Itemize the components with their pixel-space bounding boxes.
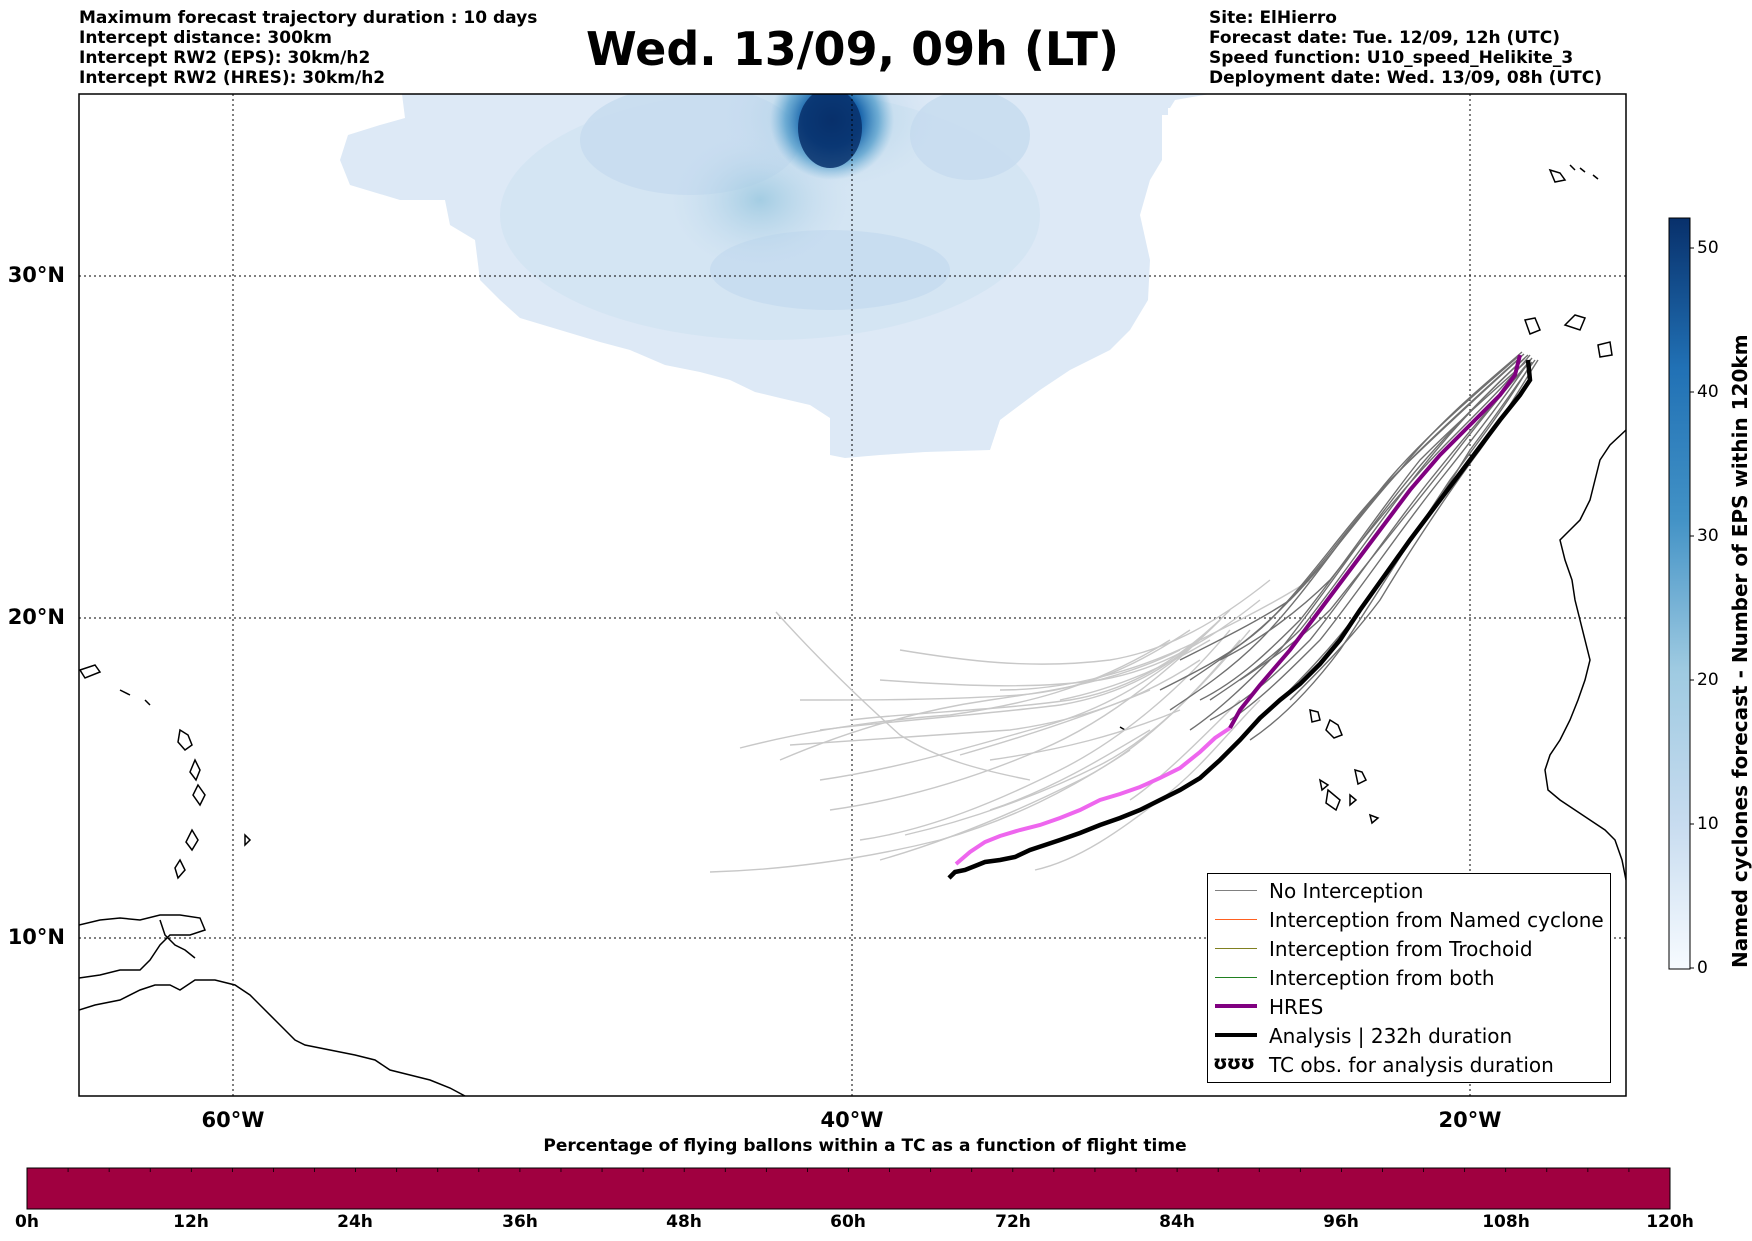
legend: No Interception Interception from Named …: [1207, 873, 1611, 1083]
param-max-duration: Maximum forecast trajectory duration : 1…: [79, 8, 538, 28]
time-label-12h: 12h: [173, 1212, 209, 1232]
speed-function: Speed function: U10_speed_Helikite_3: [1209, 48, 1574, 68]
colorbar: [1668, 217, 1694, 970]
time-label-24h: 24h: [337, 1212, 373, 1232]
legend-label: HRES: [1269, 995, 1324, 1019]
param-intercept-eps: Intercept RW2 (EPS): 30km/h2: [79, 48, 371, 68]
legend-label: Interception from Named cyclone: [1269, 908, 1604, 932]
legend-item-hres: HRES: [1208, 992, 1610, 1021]
time-label-72h: 72h: [995, 1212, 1031, 1232]
legend-item-trochoid: Interception from Trochoid: [1208, 934, 1610, 963]
deployment-date: Deployment date: Wed. 13/09, 08h (UTC): [1209, 68, 1603, 88]
time-label-120h: 120h: [1646, 1212, 1694, 1232]
legend-swatch: [1215, 1004, 1257, 1008]
time-label-48h: 48h: [666, 1212, 702, 1232]
colorbar-tick-30: 30: [1697, 526, 1719, 546]
lat-label-20n: 20°N: [7, 605, 65, 629]
time-bar-title: Percentage of flying ballons within a TC…: [543, 1136, 1187, 1156]
lon-label-20w: 20°W: [1438, 1108, 1502, 1132]
colorbar-tick-40: 40: [1697, 382, 1719, 402]
map-frame: [78, 93, 1627, 1097]
legend-item-tc-obs: ʊʊʊ TC obs. for analysis duration: [1208, 1050, 1610, 1079]
colorbar-tick-0: 0: [1697, 958, 1708, 978]
legend-label: Interception from Trochoid: [1269, 937, 1533, 961]
colorbar-tick-10: 10: [1697, 814, 1719, 834]
forecast-date: Forecast date: Tue. 12/09, 12h (UTC): [1209, 28, 1560, 48]
colorbar-tick-20: 20: [1697, 670, 1719, 690]
hres-trajectory-early: [954, 726, 1232, 866]
tc-symbol-icon: ʊʊʊ: [1213, 1052, 1255, 1074]
site-name: Site: ElHierro: [1209, 8, 1337, 28]
legend-item-no-interception: No Interception: [1208, 876, 1610, 905]
time-label-108h: 108h: [1482, 1212, 1530, 1232]
colorbar-tick-50: 50: [1697, 238, 1719, 258]
param-intercept-distance: Intercept distance: 300km: [79, 28, 332, 48]
site-info: Site: ElHierro Forecast date: Tue. 12/09…: [1209, 8, 1602, 88]
legend-label: Interception from both: [1269, 966, 1495, 990]
legend-label: Analysis | 232h duration: [1269, 1024, 1513, 1048]
hres-trajectory: [1228, 354, 1522, 729]
eps-trajectories-dark: [1159, 351, 1539, 741]
page-title: Wed. 13/09, 09h (LT): [586, 22, 1119, 76]
legend-item-both: Interception from both: [1208, 963, 1610, 992]
legend-swatch: [1215, 1033, 1257, 1037]
param-intercept-hres: Intercept RW2 (HRES): 30km/h2: [79, 68, 386, 88]
legend-item-analysis: Analysis | 232h duration: [1208, 1021, 1610, 1050]
cyclone-density-field: [340, 94, 1210, 458]
legend-swatch: [1215, 977, 1257, 978]
lat-label-10n: 10°N: [7, 925, 65, 949]
lon-label-60w: 60°W: [201, 1108, 265, 1132]
time-label-96h: 96h: [1323, 1212, 1359, 1232]
colorbar-title: Named cyclones forecast - Number of EPS …: [1728, 334, 1752, 968]
legend-label: TC obs. for analysis duration: [1269, 1053, 1554, 1077]
legend-swatch: [1215, 919, 1257, 920]
legend-label: No Interception: [1269, 879, 1424, 903]
analysis-trajectory: [947, 359, 1533, 880]
lat-label-30n: 30°N: [7, 263, 65, 287]
legend-swatch: [1215, 948, 1257, 949]
lon-label-40w: 40°W: [820, 1108, 884, 1132]
eps-trajectories-light: [709, 579, 1311, 873]
time-label-36h: 36h: [502, 1212, 538, 1232]
time-bar: [26, 1167, 1671, 1210]
time-label-0h: 0h: [15, 1212, 39, 1232]
legend-swatch: [1215, 890, 1257, 891]
time-label-84h: 84h: [1159, 1212, 1195, 1232]
coastlines: [79, 164, 1626, 1096]
time-label-60h: 60h: [830, 1212, 866, 1232]
legend-item-named-cyclone: Interception from Named cyclone: [1208, 905, 1610, 934]
forecast-parameters: Maximum forecast trajectory duration : 1…: [79, 8, 537, 88]
